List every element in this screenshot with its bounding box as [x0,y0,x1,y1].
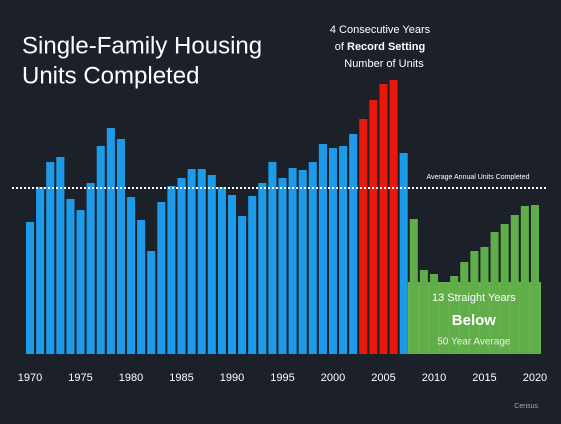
bar [440,284,449,354]
bar [66,199,75,354]
bar [278,178,287,354]
bar [298,170,307,354]
average-label: Average Annual Units Completed [427,174,530,181]
annotation-bold: Record Setting [347,41,425,53]
x-tick-label: 1975 [68,372,92,384]
bar [268,162,277,354]
x-tick-label: 2020 [523,372,547,384]
bar [177,178,186,354]
bar [389,80,398,354]
bar [46,162,55,354]
x-tick-label: 2015 [472,372,496,384]
bar [258,183,267,354]
x-tick-label: 1990 [220,372,244,384]
bar [288,168,297,354]
bar [379,84,388,354]
bar [500,224,509,354]
bar [116,139,125,354]
bar [530,205,539,354]
x-tick-label: 2000 [321,372,345,384]
bar [399,153,408,354]
source: Census [514,403,538,410]
bar [328,148,338,354]
bar [520,206,529,354]
bar [409,219,418,354]
x-tick-label: 1980 [119,372,143,384]
bar [167,186,176,354]
bar [510,215,519,354]
bar [76,210,85,354]
bar [460,262,469,354]
annotation: of Record Setting [335,41,425,53]
bar [359,119,368,354]
bar [207,175,216,354]
bar [36,187,45,354]
bar [197,169,206,354]
chart-title: Units Completed [22,62,199,89]
annotation-part: of [335,41,347,53]
bar [86,183,95,354]
bar [470,251,479,354]
bar [450,276,459,354]
bar [308,162,317,354]
bar [339,146,348,354]
bar [227,195,237,354]
bar [480,247,489,354]
chart-title: Single-Family Housing [22,32,262,59]
x-tick-label: 2005 [371,372,395,384]
x-tick-label: 1970 [18,372,42,384]
annotation: Number of Units [344,58,424,70]
bar [56,157,65,354]
bar [318,144,327,354]
x-tick-label: 1985 [169,372,193,384]
box-text: 13 Straight Years [432,292,516,304]
bar [96,146,105,354]
bar [137,220,146,354]
bar [349,134,358,354]
x-tick-label: 1995 [270,372,294,384]
annotation: 4 Consecutive Years [330,24,431,36]
bar [429,274,439,354]
bar [248,196,257,354]
bar [147,251,156,354]
bar [187,169,196,354]
x-tick-label: 2010 [422,372,446,384]
box-text: Below [452,312,497,329]
bar [26,222,35,354]
bar [157,202,166,354]
bar [126,197,136,354]
bar [419,270,428,354]
box-text: 50 Year Average [437,337,511,348]
bar [490,232,499,354]
bar [106,128,115,354]
bar [217,187,226,354]
bar [238,216,247,354]
bar [369,100,378,354]
